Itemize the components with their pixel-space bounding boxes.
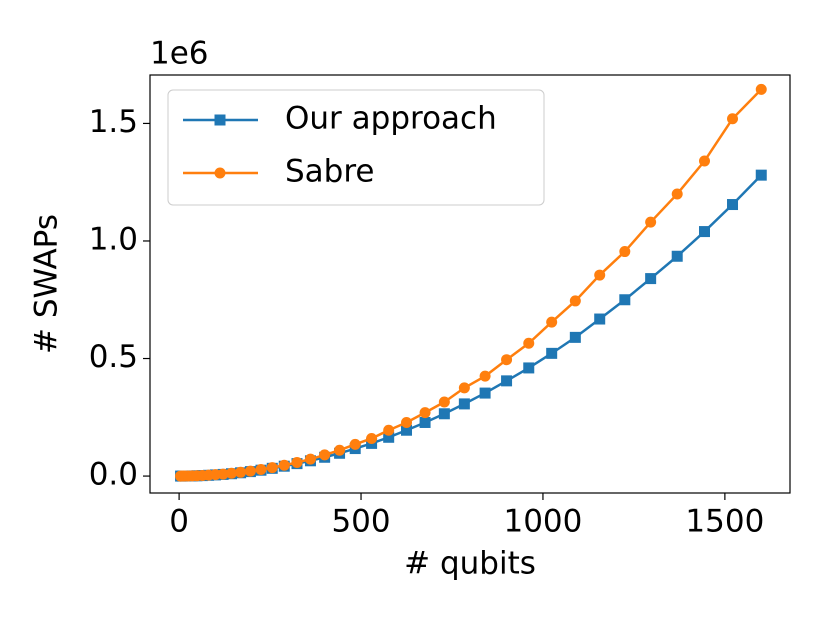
marker [419, 416, 431, 428]
marker [594, 313, 606, 325]
marker [727, 113, 739, 125]
marker [438, 396, 450, 408]
marker [349, 438, 361, 450]
marker [458, 382, 470, 394]
x-tick-label: 1500 [685, 504, 764, 540]
marker [755, 169, 767, 181]
y-tick-label: 0.5 [89, 339, 138, 375]
marker [319, 449, 331, 461]
marker [594, 269, 606, 281]
legend-label: Our approach [285, 101, 497, 137]
marker [698, 226, 710, 238]
marker [401, 416, 413, 428]
marker [214, 167, 226, 179]
marker [523, 362, 535, 374]
marker [217, 468, 229, 480]
marker [569, 295, 581, 307]
marker [671, 188, 683, 200]
marker [619, 294, 631, 306]
marker [569, 331, 581, 343]
marker [383, 431, 395, 443]
marker [546, 316, 558, 328]
marker [401, 424, 413, 436]
marker [278, 459, 290, 471]
marker [645, 216, 657, 228]
x-axis-label: # qubits [404, 546, 536, 582]
marker [671, 250, 683, 262]
y-tick-label: 1.5 [89, 104, 138, 140]
legend: Our approach Sabre [167, 89, 545, 206]
marker [255, 463, 267, 475]
marker [546, 347, 558, 359]
y-axis-label: # SWAPs [29, 214, 65, 354]
marker [304, 453, 316, 465]
marker [479, 370, 491, 382]
plot-frame [149, 74, 791, 494]
marker [235, 466, 247, 478]
marker [244, 465, 256, 477]
legend-box [167, 89, 545, 206]
x-tick-label: 0 [169, 504, 189, 540]
marker [458, 398, 470, 410]
series-line [180, 174, 763, 478]
marker [523, 337, 535, 349]
marker [291, 456, 303, 468]
y-tick-label: 1.0 [89, 221, 138, 257]
y-offset-label: 1e6 [150, 36, 209, 72]
marker [727, 199, 739, 211]
marker [366, 432, 378, 444]
marker [438, 408, 450, 420]
marker [645, 273, 657, 285]
marker [619, 246, 631, 258]
marker [698, 155, 710, 167]
marker [383, 424, 395, 436]
legend-label: Sabre [285, 154, 375, 190]
y-tick-label: 0.0 [89, 457, 138, 493]
x-tick-label: 500 [331, 504, 390, 540]
marker [755, 83, 767, 95]
x-tick-label: 1000 [503, 504, 582, 540]
marker [501, 354, 513, 366]
marker [226, 467, 238, 479]
marker [214, 114, 226, 126]
marker [266, 462, 278, 474]
marker [479, 387, 491, 399]
marker [419, 407, 431, 419]
marker [334, 444, 346, 456]
marker [501, 375, 513, 387]
